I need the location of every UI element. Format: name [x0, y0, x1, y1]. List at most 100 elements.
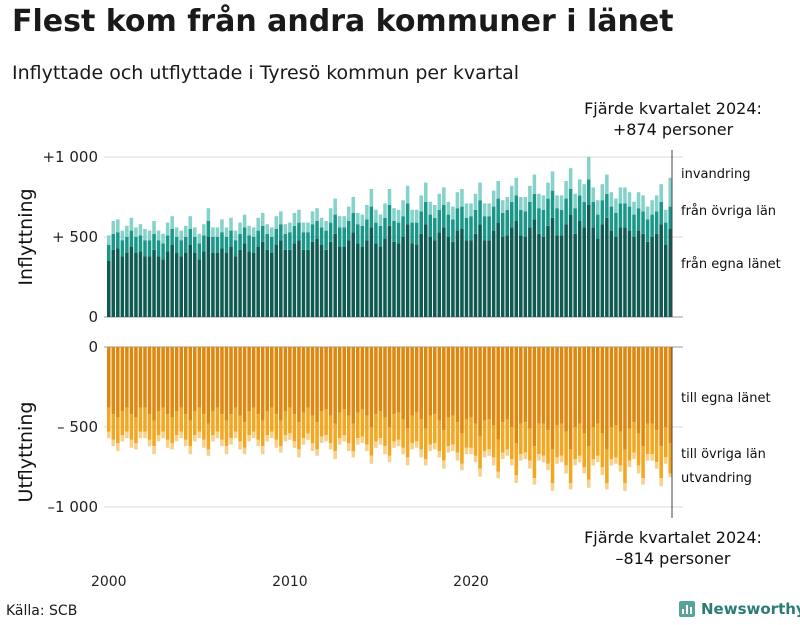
bar-utflyttning-0 — [315, 347, 319, 423]
bar-utflyttning-1 — [211, 411, 215, 435]
bar-inflyttning-2 — [532, 174, 537, 194]
bar-utflyttning-1 — [410, 415, 414, 443]
bar-utflyttning-1 — [446, 417, 451, 447]
bar-utflyttning-1 — [170, 417, 174, 443]
bar-inflyttning-2 — [442, 187, 446, 205]
bar-inflyttning-1 — [310, 224, 315, 242]
bar-utflyttning-1 — [116, 417, 120, 443]
y-tick-label: 0 — [88, 338, 98, 356]
bar-inflyttning-2 — [247, 225, 251, 236]
bar-inflyttning-1 — [356, 224, 360, 244]
bar-utflyttning-1 — [260, 420, 265, 447]
bar-utflyttning-1 — [559, 423, 564, 456]
bar-inflyttning-0 — [174, 253, 179, 317]
bar-inflyttning-2 — [165, 222, 170, 236]
bar-inflyttning-1 — [342, 227, 346, 247]
chart-subtitle: Inflyttade och utflyttade i Tyresö kommu… — [12, 62, 519, 84]
bar-inflyttning-2 — [392, 208, 396, 221]
bar-inflyttning-0 — [623, 227, 627, 317]
bar-inflyttning-2 — [174, 227, 179, 237]
bar-inflyttning-1 — [600, 200, 605, 225]
bar-utflyttning-0 — [442, 347, 446, 431]
bar-utflyttning-1 — [387, 427, 392, 456]
bar-utflyttning-0 — [505, 347, 509, 419]
bar-inflyttning-1 — [351, 213, 356, 233]
bar-inflyttning-2 — [346, 206, 351, 221]
bar-utflyttning-0 — [654, 347, 659, 431]
bar-utflyttning-0 — [129, 347, 134, 415]
bar-utflyttning-0 — [605, 347, 609, 450]
bar-utflyttning-1 — [564, 431, 568, 466]
bar-inflyttning-1 — [165, 235, 170, 252]
newsworthy-logo[interactable]: Newsworthy — [679, 600, 800, 618]
bar-inflyttning-2 — [636, 192, 641, 209]
bar-inflyttning-0 — [505, 235, 509, 317]
bar-inflyttning-1 — [174, 237, 179, 253]
bar-inflyttning-1 — [365, 219, 369, 241]
bar-utflyttning-0 — [197, 347, 202, 408]
bar-utflyttning-2 — [591, 459, 596, 466]
bar-utflyttning-2 — [654, 462, 659, 469]
bar-utflyttning-2 — [188, 446, 193, 455]
bar-inflyttning-2 — [215, 227, 220, 237]
bar-utflyttning-1 — [174, 411, 179, 435]
bar-inflyttning-0 — [596, 238, 600, 317]
y-axis-title-utflyttning: Utflyttning — [15, 402, 37, 503]
bar-inflyttning-1 — [170, 229, 174, 245]
bar-inflyttning-0 — [541, 237, 546, 317]
bar-utflyttning-1 — [654, 430, 659, 463]
bar-utflyttning-2 — [559, 455, 564, 463]
bar-inflyttning-0 — [609, 230, 614, 317]
bar-utflyttning-0 — [251, 347, 256, 408]
bar-inflyttning-1 — [509, 201, 514, 228]
bar-utflyttning-0 — [147, 347, 152, 415]
bar-inflyttning-1 — [125, 237, 129, 253]
bar-utflyttning-0 — [260, 347, 265, 421]
bar-utflyttning-2 — [505, 449, 509, 456]
bar-utflyttning-0 — [328, 347, 333, 416]
bar-utflyttning-2 — [174, 435, 179, 442]
bar-utflyttning-1 — [528, 428, 532, 461]
bar-utflyttning-2 — [623, 483, 627, 491]
bar-utflyttning-2 — [564, 465, 568, 474]
bar-utflyttning-1 — [365, 415, 369, 445]
bar-inflyttning-2 — [600, 184, 605, 201]
bar-utflyttning-0 — [301, 347, 306, 413]
bar-utflyttning-1 — [582, 433, 586, 467]
bar-utflyttning-1 — [464, 419, 469, 448]
bar-utflyttning-1 — [392, 414, 396, 442]
bar-utflyttning-1 — [523, 422, 528, 453]
bar-utflyttning-0 — [346, 347, 351, 416]
bar-inflyttning-2 — [283, 224, 288, 234]
bar-inflyttning-0 — [482, 240, 487, 317]
bar-inflyttning-0 — [138, 251, 143, 317]
bar-inflyttning-1 — [179, 240, 183, 257]
bar-utflyttning-2 — [509, 459, 514, 466]
bar-utflyttning-1 — [496, 439, 500, 472]
bar-inflyttning-2 — [627, 192, 632, 207]
bar-inflyttning-2 — [491, 190, 496, 207]
bar-utflyttning-2 — [138, 431, 143, 439]
bar-inflyttning-2 — [623, 187, 627, 204]
bar-utflyttning-0 — [120, 347, 125, 411]
bar-inflyttning-1 — [410, 222, 414, 244]
bar-inflyttning-1 — [573, 208, 577, 234]
bar-utflyttning-2 — [125, 431, 129, 439]
bar-inflyttning-2 — [509, 185, 514, 202]
bar-inflyttning-2 — [478, 182, 482, 201]
bar-inflyttning-2 — [387, 189, 392, 205]
bar-inflyttning-0 — [509, 227, 514, 317]
bar-utflyttning-1 — [668, 443, 673, 474]
bar-utflyttning-2 — [297, 449, 301, 458]
bar-utflyttning-1 — [215, 407, 220, 432]
bar-utflyttning-1 — [143, 407, 147, 432]
bar-utflyttning-2 — [514, 475, 519, 483]
bar-inflyttning-2 — [614, 198, 618, 213]
bar-utflyttning-2 — [242, 447, 247, 455]
bar-utflyttning-2 — [319, 436, 324, 443]
bar-utflyttning-1 — [292, 414, 297, 442]
bar-utflyttning-1 — [623, 449, 627, 483]
bar-inflyttning-2 — [279, 211, 283, 225]
bar-utflyttning-2 — [423, 459, 428, 466]
bar-utflyttning-1 — [125, 407, 129, 432]
